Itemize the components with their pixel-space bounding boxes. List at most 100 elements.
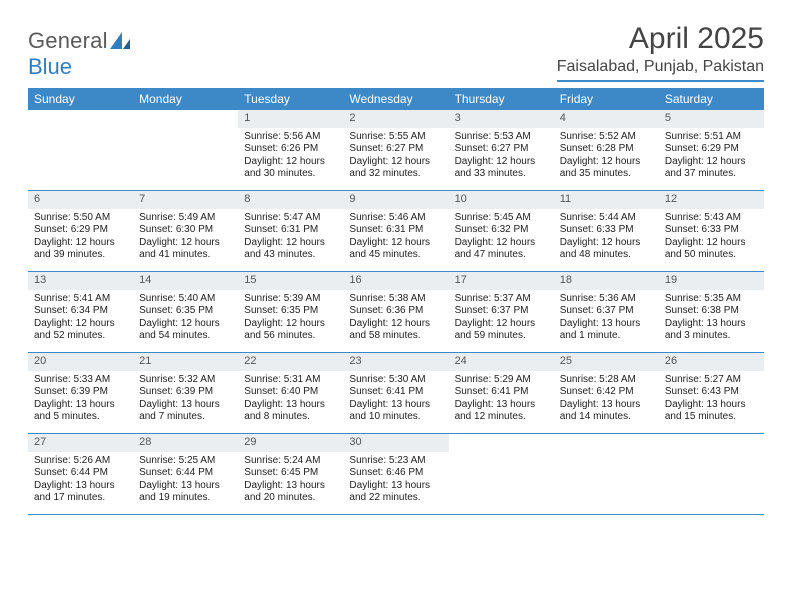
month-title: April 2025 [557, 22, 764, 56]
daylight-line-2: and 39 minutes. [34, 249, 127, 262]
daylight-line-2: and 14 minutes. [560, 411, 653, 424]
daylight-line-1: Daylight: 12 hours [560, 156, 653, 169]
calendar-empty-cell [133, 110, 238, 190]
day-number: 3 [449, 110, 554, 128]
location-subtitle: Faisalabad, Punjab, Pakistan [557, 58, 764, 82]
sunrise-line: Sunrise: 5:46 AM [349, 212, 442, 225]
calendar-day-cell: 11Sunrise: 5:44 AMSunset: 6:33 PMDayligh… [554, 191, 659, 271]
day-details: Sunrise: 5:32 AMSunset: 6:39 PMDaylight:… [133, 371, 238, 428]
day-number: 14 [133, 272, 238, 290]
day-number: 30 [343, 434, 448, 452]
daylight-line-1: Daylight: 12 hours [455, 318, 548, 331]
daylight-line-1: Daylight: 12 hours [665, 237, 758, 250]
sunrise-line: Sunrise: 5:24 AM [244, 455, 337, 468]
day-number: 15 [238, 272, 343, 290]
day-number: 1 [238, 110, 343, 128]
sunset-line: Sunset: 6:28 PM [560, 143, 653, 156]
daylight-line-1: Daylight: 12 hours [455, 237, 548, 250]
day-details: Sunrise: 5:30 AMSunset: 6:41 PMDaylight:… [343, 371, 448, 428]
day-details: Sunrise: 5:35 AMSunset: 6:38 PMDaylight:… [659, 290, 764, 347]
calendar-day-cell: 30Sunrise: 5:23 AMSunset: 6:46 PMDayligh… [343, 434, 448, 514]
sunrise-line: Sunrise: 5:43 AM [665, 212, 758, 225]
daylight-line-2: and 17 minutes. [34, 492, 127, 505]
sunrise-line: Sunrise: 5:26 AM [34, 455, 127, 468]
day-number: 13 [28, 272, 133, 290]
daylight-line-1: Daylight: 13 hours [139, 480, 232, 493]
day-number: 5 [659, 110, 764, 128]
daylight-line-2: and 8 minutes. [244, 411, 337, 424]
weekday-header: Saturday [659, 88, 764, 110]
daylight-line-2: and 50 minutes. [665, 249, 758, 262]
calendar-day-cell: 13Sunrise: 5:41 AMSunset: 6:34 PMDayligh… [28, 272, 133, 352]
sunrise-line: Sunrise: 5:45 AM [455, 212, 548, 225]
daylight-line-2: and 59 minutes. [455, 330, 548, 343]
sunset-line: Sunset: 6:35 PM [139, 305, 232, 318]
day-number: 22 [238, 353, 343, 371]
sunrise-line: Sunrise: 5:36 AM [560, 293, 653, 306]
day-number: 4 [554, 110, 659, 128]
day-details: Sunrise: 5:49 AMSunset: 6:30 PMDaylight:… [133, 209, 238, 266]
logo-text-1: General [28, 28, 108, 54]
sunrise-line: Sunrise: 5:52 AM [560, 131, 653, 144]
sunset-line: Sunset: 6:37 PM [560, 305, 653, 318]
daylight-line-2: and 7 minutes. [139, 411, 232, 424]
sunset-line: Sunset: 6:27 PM [455, 143, 548, 156]
weekday-header: Sunday [28, 88, 133, 110]
daylight-line-2: and 45 minutes. [349, 249, 442, 262]
day-details: Sunrise: 5:38 AMSunset: 6:36 PMDaylight:… [343, 290, 448, 347]
day-number: 19 [659, 272, 764, 290]
day-details: Sunrise: 5:44 AMSunset: 6:33 PMDaylight:… [554, 209, 659, 266]
weekday-header: Wednesday [343, 88, 448, 110]
daylight-line-2: and 1 minute. [560, 330, 653, 343]
daylight-line-1: Daylight: 13 hours [349, 399, 442, 412]
day-number: 29 [238, 434, 343, 452]
sunset-line: Sunset: 6:29 PM [34, 224, 127, 237]
day-number: 26 [659, 353, 764, 371]
sunrise-line: Sunrise: 5:31 AM [244, 374, 337, 387]
day-number: 8 [238, 191, 343, 209]
daylight-line-2: and 41 minutes. [139, 249, 232, 262]
day-number: 17 [449, 272, 554, 290]
daylight-line-1: Daylight: 13 hours [34, 480, 127, 493]
sunrise-line: Sunrise: 5:37 AM [455, 293, 548, 306]
calendar-day-cell: 17Sunrise: 5:37 AMSunset: 6:37 PMDayligh… [449, 272, 554, 352]
daylight-line-2: and 12 minutes. [455, 411, 548, 424]
daylight-line-2: and 15 minutes. [665, 411, 758, 424]
daylight-line-2: and 58 minutes. [349, 330, 442, 343]
calendar-day-cell: 23Sunrise: 5:30 AMSunset: 6:41 PMDayligh… [343, 353, 448, 433]
sunrise-line: Sunrise: 5:47 AM [244, 212, 337, 225]
calendar-day-cell: 18Sunrise: 5:36 AMSunset: 6:37 PMDayligh… [554, 272, 659, 352]
calendar-day-cell: 28Sunrise: 5:25 AMSunset: 6:44 PMDayligh… [133, 434, 238, 514]
day-details: Sunrise: 5:55 AMSunset: 6:27 PMDaylight:… [343, 128, 448, 185]
day-details: Sunrise: 5:40 AMSunset: 6:35 PMDaylight:… [133, 290, 238, 347]
sunrise-line: Sunrise: 5:33 AM [34, 374, 127, 387]
day-details: Sunrise: 5:27 AMSunset: 6:43 PMDaylight:… [659, 371, 764, 428]
sunrise-line: Sunrise: 5:51 AM [665, 131, 758, 144]
daylight-line-2: and 35 minutes. [560, 168, 653, 181]
calendar-day-cell: 25Sunrise: 5:28 AMSunset: 6:42 PMDayligh… [554, 353, 659, 433]
daylight-line-1: Daylight: 12 hours [455, 156, 548, 169]
sunset-line: Sunset: 6:38 PM [665, 305, 758, 318]
sunset-line: Sunset: 6:26 PM [244, 143, 337, 156]
daylight-line-1: Daylight: 12 hours [34, 237, 127, 250]
day-details: Sunrise: 5:31 AMSunset: 6:40 PMDaylight:… [238, 371, 343, 428]
daylight-line-2: and 47 minutes. [455, 249, 548, 262]
calendar-day-cell: 7Sunrise: 5:49 AMSunset: 6:30 PMDaylight… [133, 191, 238, 271]
sunrise-line: Sunrise: 5:40 AM [139, 293, 232, 306]
daylight-line-2: and 10 minutes. [349, 411, 442, 424]
day-details: Sunrise: 5:51 AMSunset: 6:29 PMDaylight:… [659, 128, 764, 185]
daylight-line-1: Daylight: 13 hours [455, 399, 548, 412]
day-details: Sunrise: 5:28 AMSunset: 6:42 PMDaylight:… [554, 371, 659, 428]
sunrise-line: Sunrise: 5:32 AM [139, 374, 232, 387]
sunrise-line: Sunrise: 5:50 AM [34, 212, 127, 225]
day-number: 27 [28, 434, 133, 452]
calendar-day-cell: 4 Sunrise: 5:52 AMSunset: 6:28 PMDaylight… [554, 110, 659, 190]
calendar-empty-cell [554, 434, 659, 514]
day-details: Sunrise: 5:53 AMSunset: 6:27 PMDaylight:… [449, 128, 554, 185]
calendar-day-cell: 14Sunrise: 5:40 AMSunset: 6:35 PMDayligh… [133, 272, 238, 352]
sunrise-line: Sunrise: 5:44 AM [560, 212, 653, 225]
sunrise-line: Sunrise: 5:23 AM [349, 455, 442, 468]
daylight-line-1: Daylight: 12 hours [349, 237, 442, 250]
day-details: Sunrise: 5:25 AMSunset: 6:44 PMDaylight:… [133, 452, 238, 509]
day-number: 16 [343, 272, 448, 290]
